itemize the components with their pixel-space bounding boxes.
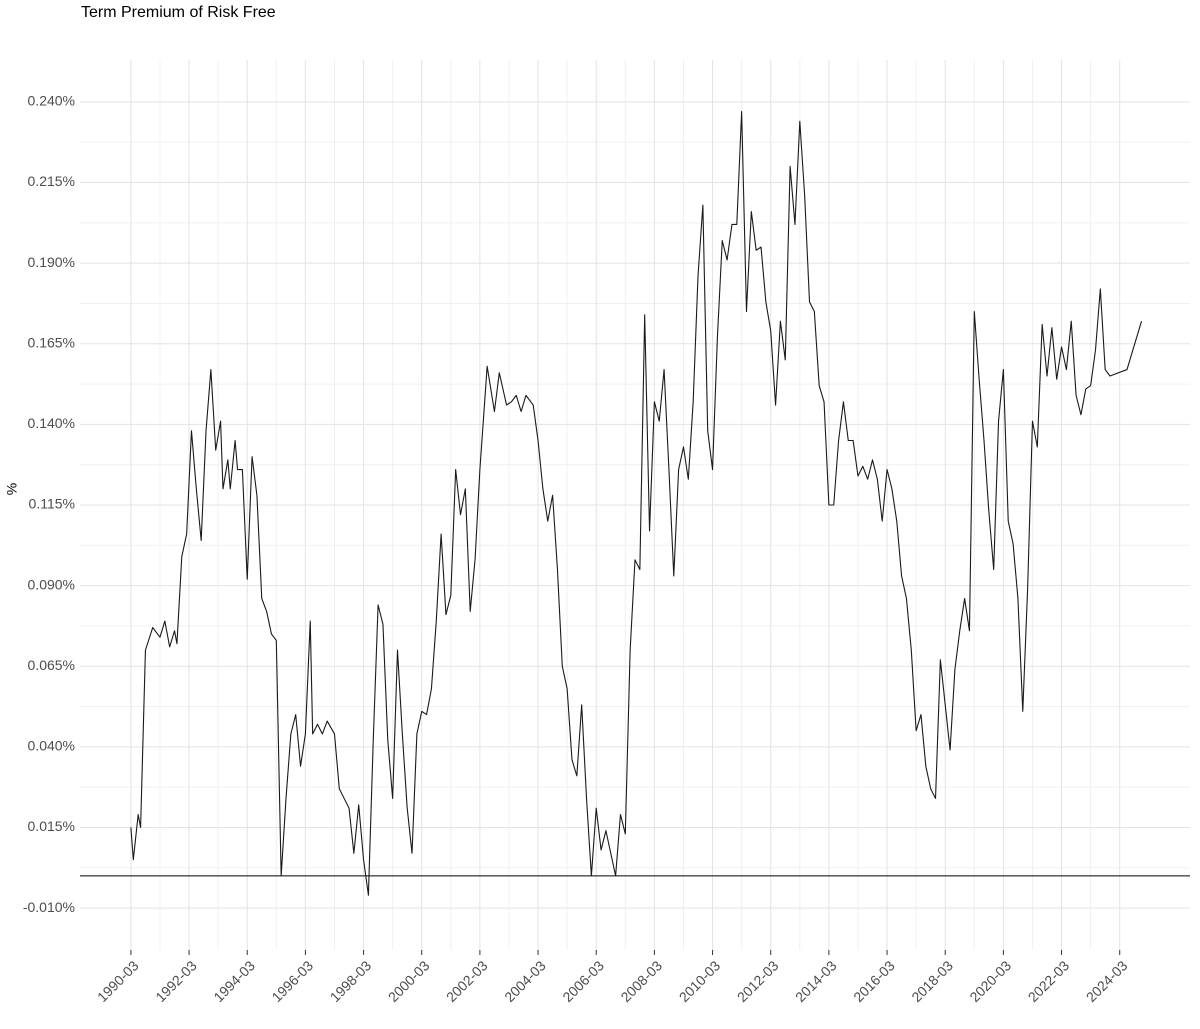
x-tick-label: 2020-03 [966,957,1014,1005]
x-tick-label: 2014-03 [792,957,840,1005]
y-axis-label: % [4,483,20,495]
x-tick-label: 1992-03 [152,957,200,1005]
x-tick-label: 1998-03 [327,957,375,1005]
chart-title: Term Premium of Risk Free [81,4,276,21]
x-tick-label: 2010-03 [676,957,724,1005]
y-tick-label: 0.015% [28,818,75,834]
x-tick-label: 2004-03 [501,957,549,1005]
y-tick-label: 0.140% [28,415,75,431]
x-tick-label: 1994-03 [210,957,258,1005]
x-tick-label: 2002-03 [443,957,491,1005]
y-tick-label: 0.065% [28,657,75,673]
x-tick-label: 2008-03 [617,957,665,1005]
data-line [130,111,1143,896]
x-tick-label: 2016-03 [850,957,898,1005]
x-tick-label: 2018-03 [908,957,956,1005]
x-tick-label: 1990-03 [94,957,142,1005]
y-tick-label: 0.165% [28,334,75,350]
x-tick-label: 2012-03 [734,957,782,1005]
y-tick-label: 0.090% [28,576,75,592]
x-tick-label: 2006-03 [559,957,607,1005]
x-tick-label: 2022-03 [1025,957,1073,1005]
x-tick-label: 1996-03 [268,957,316,1005]
y-tick-label: 0.240% [28,93,75,109]
y-tick-label: 0.215% [28,173,75,189]
y-tick-label: 0.115% [29,496,75,512]
x-tick-label: 2024-03 [1083,957,1131,1005]
y-tick-label: 0.190% [28,254,75,270]
y-tick-label: 0.040% [28,738,75,754]
x-tick-label: 2000-03 [385,957,433,1005]
y-tick-label: -0.010% [23,899,75,915]
